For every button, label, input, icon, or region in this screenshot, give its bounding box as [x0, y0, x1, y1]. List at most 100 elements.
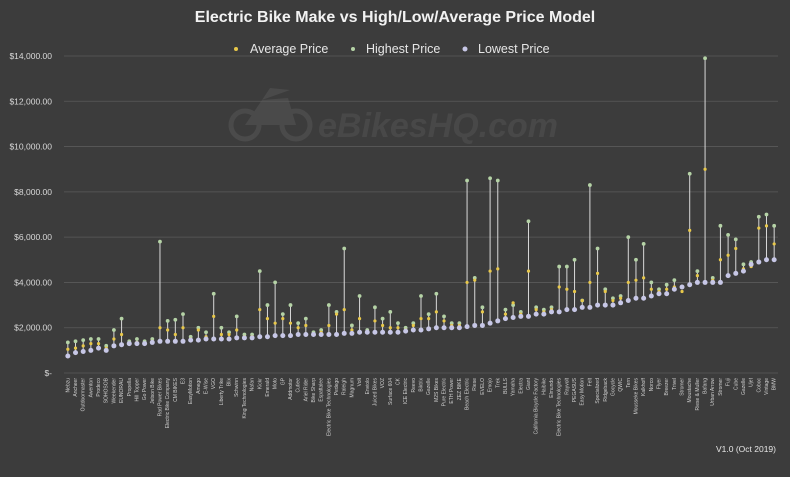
- highest-price-point: [112, 328, 116, 332]
- price-range-46: [418, 294, 424, 333]
- price-range-16: [188, 334, 194, 343]
- lowest-price-point: [180, 338, 186, 344]
- lowest-price-point: [326, 332, 332, 338]
- lowest-price-point: [510, 315, 516, 321]
- x-tick-label: Moustache: [687, 378, 693, 403]
- x-tick-label: Riese: [472, 378, 478, 391]
- x-tick-label: CM BIKES: [173, 377, 179, 402]
- lowest-price-point: [234, 335, 240, 341]
- price-range-54: [479, 305, 485, 328]
- highest-price-point: [764, 212, 769, 217]
- highest-price-point: [196, 325, 201, 330]
- price-range-17: [195, 325, 201, 343]
- x-tick-label: California Bicycle Factory: [534, 378, 540, 435]
- price-range-36: [341, 246, 347, 336]
- x-tick-label: Pedego: [334, 378, 340, 395]
- x-tick-label: Electric Bike Technologies: [326, 378, 332, 436]
- average-price-point: [511, 301, 515, 305]
- highest-price-point: [280, 312, 285, 317]
- x-tick-label: ZEZ BIKE: [457, 377, 463, 400]
- lowest-price-point: [625, 298, 631, 304]
- highest-price-point: [518, 309, 523, 314]
- lowest-price-point: [203, 336, 209, 342]
- highest-price-point: [541, 307, 546, 312]
- x-tick-label: Addmotor: [288, 378, 294, 400]
- x-tick-label: Jetson Bike: [150, 378, 156, 404]
- highest-price-point: [718, 223, 723, 228]
- lowest-price-point: [280, 333, 286, 339]
- data-points: [65, 56, 777, 359]
- average-price-point: [196, 328, 200, 332]
- average-price-point: [688, 228, 692, 232]
- price-range-31: [303, 316, 309, 338]
- lowest-price-point: [211, 336, 217, 342]
- highest-price-point: [611, 296, 615, 301]
- lowest-price-point: [687, 282, 693, 288]
- price-range-86: [725, 232, 731, 279]
- lowest-price-point: [157, 338, 163, 344]
- price-range-87: [733, 237, 739, 276]
- highest-price-point: [564, 264, 569, 269]
- lowest-price-point: [349, 330, 355, 336]
- highest-price-point: [442, 314, 446, 319]
- average-price-point: [757, 226, 761, 230]
- highest-price-point: [488, 176, 492, 181]
- lowest-price-point: [410, 327, 416, 333]
- lowest-price-point: [541, 311, 547, 317]
- x-tick-label: Nafan: [250, 378, 256, 392]
- x-tick-label: Riese & Muller: [695, 378, 701, 411]
- x-tick-label: Liberty Trike: [219, 378, 225, 405]
- price-range-77: [656, 287, 662, 297]
- price-range-74: [633, 257, 639, 301]
- lowest-price-point: [671, 286, 677, 292]
- highest-price-point: [603, 287, 608, 292]
- average-price-point: [342, 308, 346, 312]
- price-range-56: [495, 178, 501, 324]
- highest-price-point: [65, 340, 70, 345]
- x-tick-label: Electra: [518, 378, 524, 394]
- lowest-price-point: [80, 348, 86, 354]
- average-price-point: [327, 323, 331, 328]
- x-tick-label: Cube: [733, 378, 739, 390]
- highest-price-point: [273, 280, 278, 285]
- price-range-80: [679, 284, 685, 294]
- average-price-point: [419, 317, 423, 321]
- x-tick-label: EasyMotion: [188, 378, 194, 404]
- lowest-price-point: [748, 261, 754, 267]
- x-tick-label: Giant: [526, 377, 532, 390]
- price-range-57: [502, 307, 508, 322]
- average-price-point: [411, 323, 415, 328]
- average-price-point: [212, 314, 216, 318]
- highest-price-point: [296, 321, 301, 326]
- highest-price-point: [288, 303, 293, 307]
- price-range-15: [180, 312, 186, 344]
- lowest-price-point: [395, 329, 401, 335]
- lowest-price-point: [103, 347, 109, 353]
- average-price-point: [718, 258, 723, 262]
- highest-price-point: [772, 223, 777, 228]
- average-price-point: [304, 323, 308, 328]
- lowest-price-point: [449, 325, 455, 331]
- average-price-point: [772, 242, 776, 246]
- x-tick-label: BULLS: [503, 377, 509, 394]
- x-tick-label: Electric Bike Technologies: [557, 378, 563, 436]
- x-tick-label: Pure Electric: [442, 378, 448, 407]
- highest-price-point: [265, 303, 270, 307]
- highest-price-point: [158, 239, 162, 244]
- average-price-point: [81, 344, 85, 348]
- y-tick-label: $2,000.00: [14, 323, 52, 333]
- x-tick-label: Kickr: [257, 378, 263, 389]
- y-tick-label: $8,000.00: [14, 187, 52, 197]
- price-range-30: [295, 321, 301, 338]
- average-price-point: [526, 269, 531, 273]
- price-range-0: [65, 340, 71, 359]
- x-tick-label: EUNORAU: [119, 378, 125, 403]
- lowest-price-point: [771, 257, 777, 263]
- x-tick-label: GP: [280, 377, 286, 385]
- average-price-point: [603, 289, 607, 294]
- average-price-point: [726, 253, 730, 257]
- highest-price-point: [88, 337, 93, 341]
- highest-price-point: [657, 287, 661, 292]
- x-tick-label: SOHOSOB: [104, 377, 110, 403]
- highest-price-point: [411, 321, 416, 326]
